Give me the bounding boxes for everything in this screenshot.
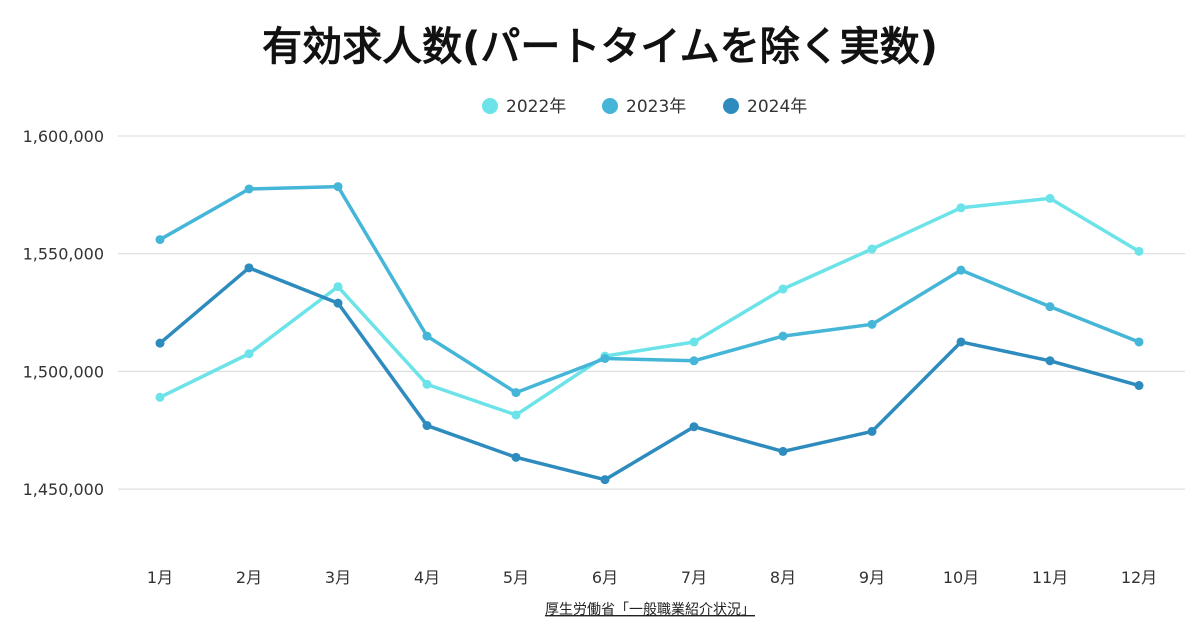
series-line	[158, 266, 1141, 482]
data-point	[244, 349, 254, 359]
series-line	[158, 196, 1141, 417]
legend: 2022年 2023年 2024年	[482, 97, 807, 117]
x-tick-label: 11月	[1032, 568, 1068, 587]
x-tick-label: 7月	[681, 568, 707, 587]
data-point	[422, 331, 432, 341]
legend-marker	[602, 98, 618, 114]
data-point	[155, 392, 165, 402]
data-point	[333, 298, 343, 308]
x-axis: 1月 2月 3月 4月 5月 6月 7月 8月 9月 10月 11月 12月	[147, 568, 1157, 587]
data-point	[867, 244, 877, 254]
series-1	[155, 182, 1144, 398]
data-point	[422, 379, 432, 389]
data-point	[600, 475, 610, 485]
data-point	[1045, 356, 1055, 366]
series-line	[158, 184, 1141, 395]
chart-title: 有効求人数(パートタイムを除く実数)	[262, 24, 938, 70]
x-tick-label: 5月	[503, 568, 529, 587]
data-point	[867, 319, 877, 329]
data-point	[600, 353, 610, 363]
data-point	[689, 337, 699, 347]
source-caption: 厚生労働省「一般職業紹介状況」	[545, 602, 755, 618]
legend-label: 2023年	[626, 97, 686, 117]
series-0	[155, 193, 1144, 420]
x-tick-label: 10月	[943, 568, 979, 587]
legend-label: 2022年	[506, 97, 566, 117]
y-tick-label: 1,550,000	[23, 245, 104, 264]
data-point	[333, 282, 343, 292]
y-tick-label: 1,500,000	[23, 362, 104, 381]
x-tick-label: 2月	[236, 568, 262, 587]
data-point	[511, 452, 521, 462]
data-point	[244, 263, 254, 273]
data-point	[155, 338, 165, 348]
data-point	[422, 421, 432, 431]
data-point	[155, 235, 165, 245]
data-point	[1045, 302, 1055, 312]
data-point	[333, 182, 343, 192]
data-point	[1134, 246, 1144, 256]
data-point	[956, 337, 966, 347]
data-point	[511, 410, 521, 420]
y-tick-label: 1,450,000	[23, 480, 104, 499]
legend-label: 2024年	[747, 97, 807, 117]
x-tick-label: 4月	[414, 568, 440, 587]
data-point	[689, 422, 699, 432]
y-axis: 1,450,000 1,500,000 1,550,000 1,600,000	[23, 127, 104, 499]
x-tick-label: 9月	[859, 568, 885, 587]
data-point	[511, 388, 521, 398]
legend-marker	[723, 98, 739, 114]
grid	[118, 135, 1185, 490]
x-tick-label: 6月	[592, 568, 618, 587]
series-group	[155, 182, 1144, 485]
x-tick-label: 1月	[147, 568, 173, 587]
x-tick-label: 8月	[770, 568, 796, 587]
data-point	[778, 284, 788, 294]
y-tick-label: 1,600,000	[23, 127, 104, 146]
data-point	[1045, 193, 1055, 203]
x-tick-label: 12月	[1121, 568, 1157, 587]
data-point	[689, 356, 699, 366]
data-point	[244, 184, 254, 194]
data-point	[778, 331, 788, 341]
series-2	[155, 263, 1144, 485]
legend-marker	[482, 98, 498, 114]
data-point	[956, 203, 966, 213]
data-point	[1134, 381, 1144, 391]
data-point	[956, 265, 966, 275]
data-point	[867, 426, 877, 436]
x-tick-label: 3月	[325, 568, 351, 587]
data-point	[778, 446, 788, 456]
data-point	[1134, 337, 1144, 347]
